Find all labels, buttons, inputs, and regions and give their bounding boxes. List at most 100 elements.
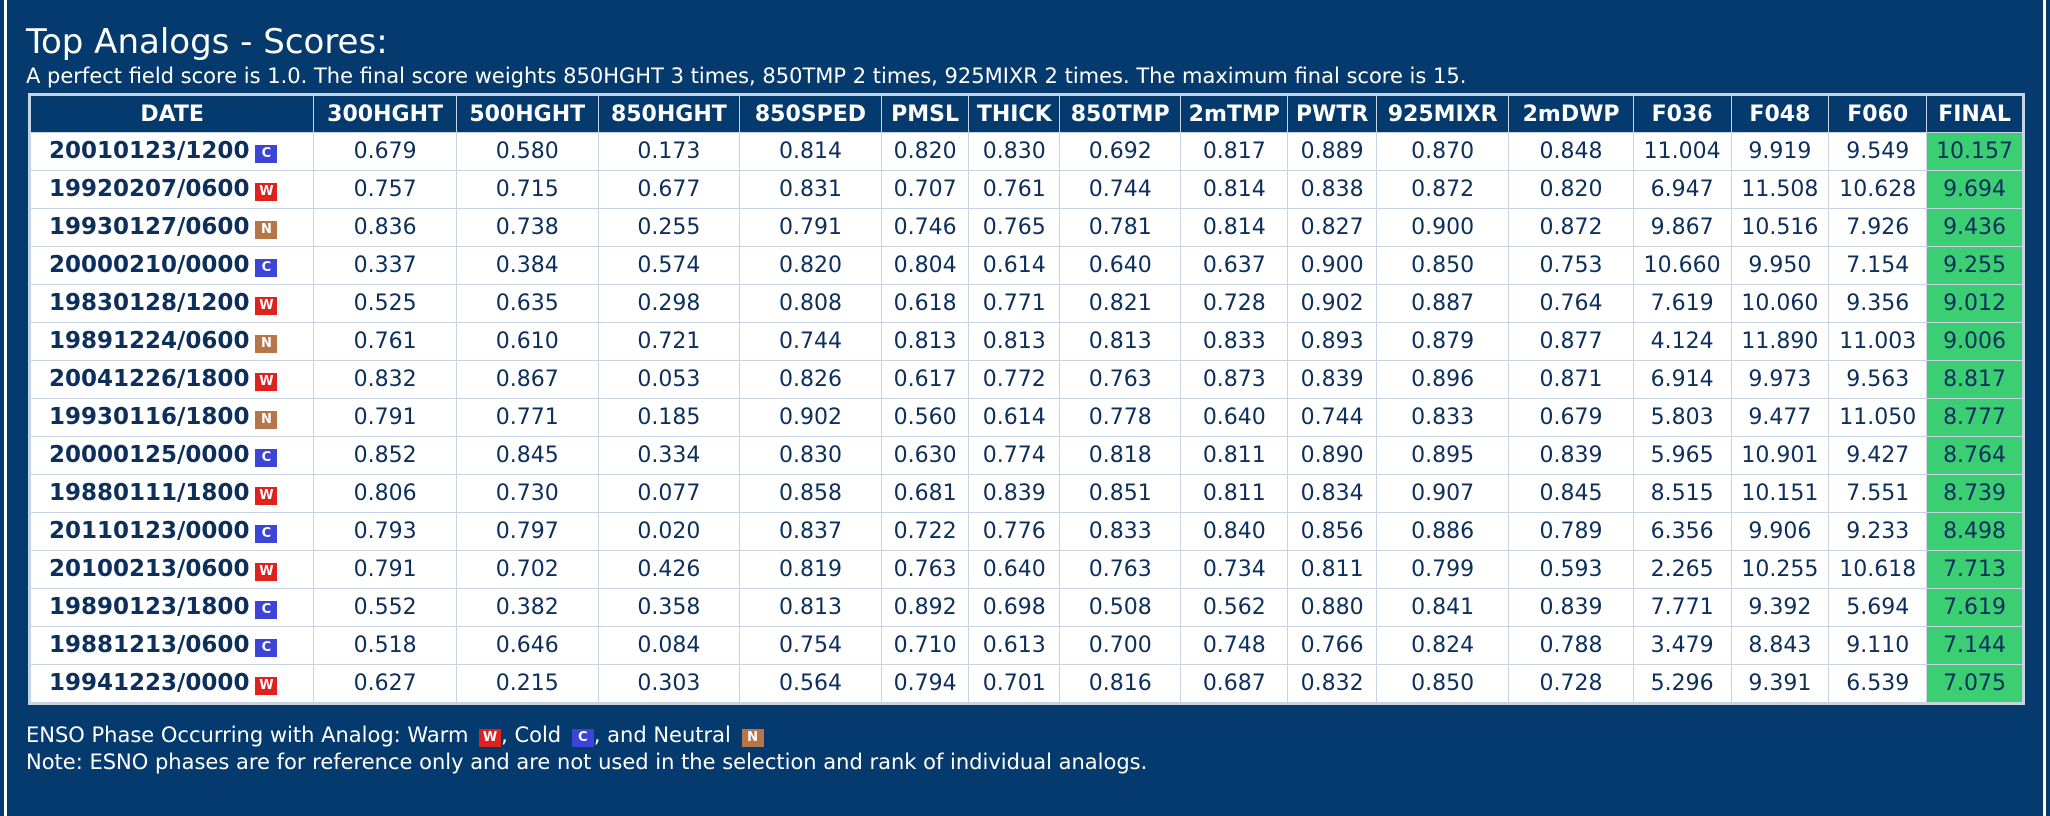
score-cell-925mixr: 0.896 — [1375, 359, 1510, 399]
score-cell-thick: 0.776 — [968, 511, 1061, 551]
score-cell-pmsl: 0.710 — [880, 625, 970, 665]
score-cell-2mtmp: 0.814 — [1180, 169, 1289, 209]
score-cell-850hght: 0.426 — [597, 549, 741, 589]
score-cell-850tmp: 0.818 — [1059, 435, 1182, 475]
neutral-phase-icon: N — [255, 335, 278, 354]
score-cell-2mtmp: 0.728 — [1180, 283, 1289, 323]
score-cell-pwtr: 0.744 — [1287, 397, 1377, 437]
column-header-500hght: 500HGHT — [455, 94, 599, 133]
score-cell-f060: 5.694 — [1828, 587, 1928, 627]
analog-date: 19880111/1800 — [49, 480, 250, 507]
score-cell-f036: 6.947 — [1632, 169, 1732, 209]
final-score-cell: 9.012 — [1926, 283, 2024, 323]
column-header-pmsl: PMSL — [880, 94, 969, 133]
score-cell-850sped: 0.858 — [739, 473, 882, 513]
date-cell: 19930127/0600 N — [28, 207, 315, 247]
score-cell-2mtmp: 0.562 — [1180, 587, 1289, 627]
column-header-pwtr: PWTR — [1287, 94, 1377, 133]
score-cell-500hght: 0.646 — [455, 625, 599, 665]
table-row: 20110123/0000 C 0.793 0.797 0.020 0.837 0.722 0… — [28, 511, 2024, 551]
score-cell-300hght: 0.793 — [313, 511, 457, 551]
score-cell-850sped: 0.754 — [739, 625, 882, 665]
analog-date: 19930116/1800 — [49, 404, 250, 431]
score-cell-f060: 9.427 — [1828, 435, 1928, 475]
score-cell-2mtmp: 0.873 — [1180, 359, 1289, 399]
score-cell-thick: 0.614 — [968, 397, 1061, 437]
cold-phase-icon: C — [255, 449, 278, 468]
final-score-cell: 9.255 — [1926, 245, 2024, 285]
score-cell-500hght: 0.797 — [455, 511, 599, 551]
analog-date: 19891224/0600 — [49, 328, 250, 355]
score-cell-925mixr: 0.850 — [1375, 245, 1510, 285]
score-cell-850tmp: 0.763 — [1059, 359, 1182, 399]
score-cell-f060: 9.549 — [1828, 132, 1928, 171]
score-cell-850tmp: 0.778 — [1059, 397, 1182, 437]
warm-phase-icon: W — [255, 297, 278, 316]
score-cell-pwtr: 0.880 — [1287, 587, 1377, 627]
score-cell-thick: 0.765 — [968, 207, 1061, 247]
score-cell-pmsl: 0.630 — [880, 435, 970, 475]
score-cell-f060: 7.154 — [1828, 245, 1928, 285]
score-cell-f036: 7.771 — [1632, 587, 1732, 627]
score-cell-850sped: 0.831 — [739, 169, 882, 209]
score-cell-850tmp: 0.508 — [1059, 587, 1182, 627]
analog-date: 20010123/1200 — [49, 138, 250, 165]
score-cell-850hght: 0.077 — [597, 473, 741, 513]
score-cell-pmsl: 0.794 — [880, 663, 970, 705]
date-cell: 19881213/0600 C — [28, 625, 315, 665]
score-cell-pwtr: 0.893 — [1287, 321, 1377, 361]
score-cell-f048: 11.890 — [1730, 321, 1830, 361]
neutral-phase-icon: N — [741, 729, 764, 747]
score-cell-thick: 0.701 — [968, 663, 1061, 705]
score-cell-thick: 0.772 — [968, 359, 1061, 399]
score-cell-925mixr: 0.900 — [1375, 207, 1510, 247]
score-cell-thick: 0.640 — [968, 549, 1061, 589]
date-cell: 20041226/1800 W — [28, 359, 315, 399]
score-cell-925mixr: 0.799 — [1375, 549, 1510, 589]
score-cell-pmsl: 0.722 — [880, 511, 970, 551]
legend-note: Note: ESNO phases are for reference only… — [26, 750, 1148, 774]
column-header-925mixr: 925MIXR — [1375, 94, 1509, 133]
page-title: Top Analogs - Scores: — [26, 22, 388, 62]
score-cell-f060: 11.050 — [1828, 397, 1928, 437]
column-header-2mtmp: 2mTMP — [1180, 94, 1288, 133]
score-cell-2mdwp: 0.871 — [1508, 359, 1634, 399]
column-header-date: DATE — [28, 94, 314, 133]
score-cell-f060: 10.618 — [1828, 549, 1928, 589]
score-cell-2mtmp: 0.687 — [1180, 663, 1289, 705]
score-cell-pwtr: 0.838 — [1287, 169, 1377, 209]
score-cell-pmsl: 0.681 — [880, 473, 970, 513]
score-cell-thick: 0.774 — [968, 435, 1061, 475]
column-header-300hght: 300HGHT — [313, 94, 457, 133]
score-cell-850hght: 0.255 — [597, 207, 741, 247]
score-cell-850tmp: 0.816 — [1059, 663, 1182, 705]
score-cell-f060: 7.551 — [1828, 473, 1928, 513]
column-header-f036: F036 — [1632, 94, 1731, 133]
final-score-cell: 8.817 — [1926, 359, 2024, 399]
score-cell-pmsl: 0.804 — [880, 245, 970, 285]
page-frame — [4, 0, 2046, 816]
cold-phase-icon: C — [255, 259, 278, 278]
score-cell-f036: 9.867 — [1632, 207, 1732, 247]
score-cell-pwtr: 0.811 — [1287, 549, 1377, 589]
score-cell-2mtmp: 0.637 — [1180, 245, 1289, 285]
score-cell-300hght: 0.852 — [313, 435, 457, 475]
score-cell-thick: 0.613 — [968, 625, 1061, 665]
enso-legend-line: ENSO Phase Occurring with Analog: Warm W… — [26, 722, 1147, 749]
column-header-f048: F048 — [1730, 94, 1829, 133]
score-cell-thick: 0.813 — [968, 321, 1061, 361]
score-cell-925mixr: 0.879 — [1375, 321, 1510, 361]
score-cell-300hght: 0.518 — [313, 625, 457, 665]
score-cell-f048: 10.060 — [1730, 283, 1830, 323]
score-cell-f036: 4.124 — [1632, 321, 1732, 361]
score-cell-pwtr: 0.832 — [1287, 663, 1377, 705]
score-cell-500hght: 0.738 — [455, 207, 599, 247]
warm-phase-icon: W — [479, 729, 502, 747]
score-cell-500hght: 0.867 — [455, 359, 599, 399]
score-cell-pmsl: 0.617 — [880, 359, 970, 399]
score-cell-thick: 0.614 — [968, 245, 1061, 285]
score-cell-850hght: 0.084 — [597, 625, 741, 665]
score-cell-850tmp: 0.692 — [1059, 132, 1182, 171]
table-header-row: DATE 300HGHT 500HGHT 850HGHT 850SPED PMSL THIC… — [28, 94, 2024, 133]
score-cell-850hght: 0.053 — [597, 359, 741, 399]
